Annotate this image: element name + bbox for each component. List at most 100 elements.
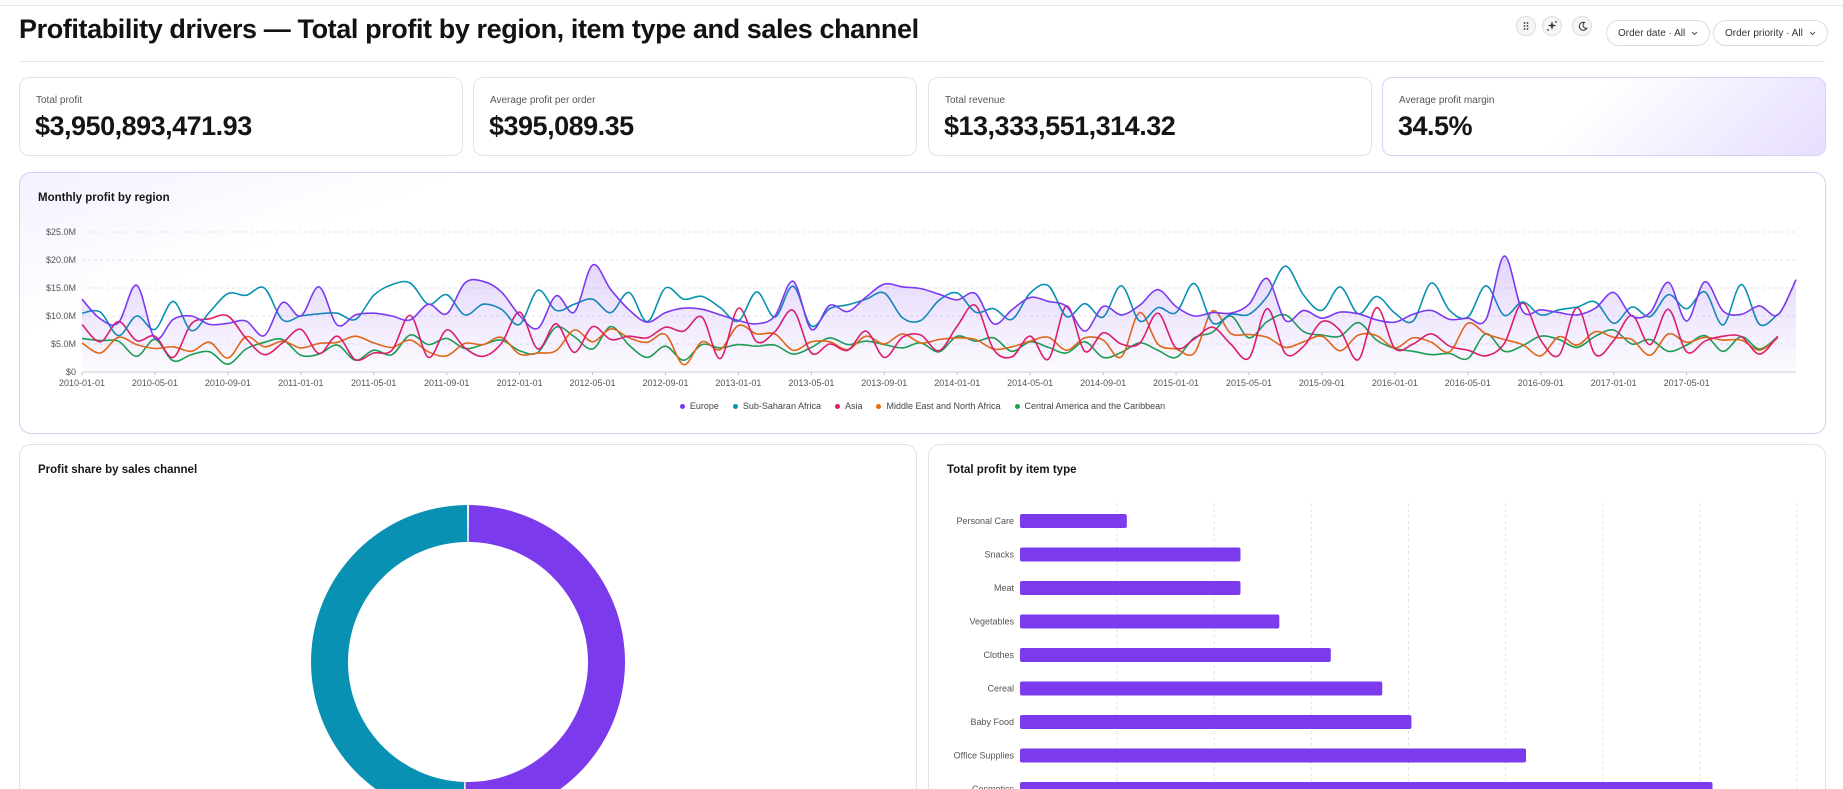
- donut-slice-2[interactable]: [311, 505, 468, 789]
- area-europe: [82, 256, 1796, 372]
- top-divider: [0, 5, 1843, 6]
- x-tick-label: 2013-05-01: [788, 378, 834, 388]
- line-chart-legend: Europe Sub-Saharan Africa Asia Middle Ea…: [20, 401, 1825, 411]
- x-tick-label: 2017-01-01: [1591, 378, 1637, 388]
- kpi-label: Average profit margin: [1399, 95, 1495, 106]
- legend-label: Middle East and North Africa: [886, 401, 1001, 411]
- x-tick-label: 2010-09-01: [205, 378, 251, 388]
- donut-slice-1[interactable]: [465, 505, 626, 789]
- x-tick-label: 2013-01-01: [715, 378, 761, 388]
- bar-baby-food[interactable]: [1020, 715, 1412, 729]
- x-tick-label: 2017-05-01: [1664, 378, 1710, 388]
- kpi-value: $13,333,551,314.32: [944, 111, 1176, 141]
- sparkles-icon[interactable]: [1542, 16, 1562, 36]
- x-tick-label: 2014-05-01: [1007, 378, 1053, 388]
- bar-vegetables[interactable]: [1020, 614, 1280, 629]
- kpi-value: 34.5%: [1398, 111, 1473, 141]
- series-line-europe[interactable]: [81, 255, 1797, 341]
- x-tick-label: 2012-05-01: [570, 378, 616, 388]
- donut-chart: [311, 505, 626, 789]
- line-chart-title: Monthly profit by region: [38, 192, 170, 204]
- x-tick-label: 2015-05-01: [1226, 378, 1272, 388]
- bar-category-label: Snacks: [984, 550, 1014, 560]
- bar-clothes[interactable]: [1020, 648, 1331, 662]
- y-tick-label: $10.0M: [46, 311, 76, 321]
- legend-dot: [732, 403, 738, 409]
- y-tick-label: $15.0M: [46, 283, 76, 293]
- y-tick-label: $0: [66, 367, 76, 377]
- x-tick-label: 2015-09-01: [1299, 378, 1345, 388]
- legend-dot: [834, 403, 840, 409]
- bar-cereal[interactable]: [1020, 681, 1383, 696]
- legend-item-middle-east-and-north-africa[interactable]: Middle East and North Africa: [876, 401, 1001, 411]
- x-tick-label: 2011-01-01: [278, 378, 323, 388]
- kpi-label: Total profit: [36, 95, 83, 106]
- x-tick-label: 2016-01-01: [1372, 378, 1418, 388]
- x-tick-label: 2012-01-01: [497, 378, 543, 388]
- x-tick-label: 2010-01-01: [59, 378, 105, 388]
- bar-category-label: Meat: [994, 583, 1015, 593]
- bar-category-label: Cereal: [987, 684, 1014, 694]
- bar-office-supplies[interactable]: [1020, 748, 1527, 763]
- legend-label: Europe: [689, 401, 719, 411]
- legend-item-sub-saharan-africa[interactable]: Sub-Saharan Africa: [732, 401, 821, 411]
- bar-category-label: Cosmetics: [972, 784, 1015, 789]
- order-priority-filter-label: Order priority · All: [1725, 27, 1803, 39]
- y-tick-label: $25.0M: [46, 227, 76, 237]
- bar-category-label: Personal Care: [956, 516, 1014, 526]
- legend-dot: [679, 403, 685, 409]
- kpi-value: $3,950,893,471.93: [35, 111, 252, 141]
- legend-item-europe[interactable]: Europe: [679, 401, 719, 411]
- order-priority-filter[interactable]: Order priority · All: [1713, 20, 1828, 46]
- kpi-card-total-profit: Total profit $3,950,893,471.93: [19, 77, 463, 156]
- legend-label: Sub-Saharan Africa: [742, 401, 821, 411]
- order-date-filter-label: Order date · All: [1618, 27, 1686, 39]
- x-tick-label: 2014-09-01: [1080, 378, 1126, 388]
- kpi-value: $395,089.35: [489, 111, 634, 141]
- x-tick-label: 2011-09-01: [424, 378, 469, 388]
- legend-item-asia[interactable]: Asia: [834, 401, 863, 411]
- y-tick-label: $5.0M: [51, 339, 76, 349]
- bar-chart: Personal Care Snacks Meat Vegetables Clothes…: [954, 503, 1798, 789]
- header-divider: [19, 61, 1825, 62]
- x-tick-label: 2016-09-01: [1518, 378, 1564, 388]
- order-date-filter[interactable]: Order date · All: [1606, 20, 1711, 46]
- bar-snacks[interactable]: [1020, 547, 1241, 562]
- x-tick-label: 2015-01-01: [1153, 378, 1199, 388]
- x-tick-label: 2012-09-01: [642, 378, 688, 388]
- page-title: Profitability drivers — Total profit by …: [19, 14, 919, 44]
- chevron-down-icon: [1691, 28, 1698, 39]
- drag-handle-icon[interactable]: [1516, 16, 1536, 36]
- donut-chart-card: Profit share by sales channel: [19, 444, 917, 789]
- line-chart: $25.0M $20.0M $15.0M $10.0M $5.0M $02010-01-0…: [46, 227, 1797, 388]
- kpi-card-average-profit-margin: Average profit margin 34.5%: [1382, 77, 1826, 156]
- x-tick-label: 2014-01-01: [934, 378, 980, 388]
- bar-personal-care[interactable]: [1020, 514, 1127, 528]
- legend-dot: [876, 403, 882, 409]
- x-tick-label: 2011-05-01: [351, 378, 396, 388]
- line-chart-card: Monthly profit by region $25.0M $20.0M $15…: [19, 172, 1826, 434]
- legend-item-central-america-and-the-caribbean[interactable]: Central America and the Caribbean: [1014, 401, 1166, 411]
- bar-meat[interactable]: [1020, 581, 1241, 595]
- x-tick-label: 2010-05-01: [132, 378, 178, 388]
- kpi-card-total-revenue: Total revenue $13,333,551,314.32: [928, 77, 1372, 156]
- bar-chart-title: Total profit by item type: [947, 464, 1077, 476]
- x-tick-label: 2013-09-01: [861, 378, 907, 388]
- moon-icon[interactable]: [1572, 16, 1592, 36]
- kpi-card-average-profit-per-order: Average profit per order $395,089.35: [473, 77, 917, 156]
- legend-label: Central America and the Caribbean: [1024, 401, 1166, 411]
- bar-category-label: Clothes: [983, 650, 1014, 660]
- donut-chart-title: Profit share by sales channel: [38, 464, 198, 476]
- y-tick-label: $20.0M: [46, 255, 76, 265]
- kpi-label: Average profit per order: [490, 95, 596, 106]
- bar-category-label: Office Supplies: [954, 751, 1015, 761]
- chevron-down-icon: [1809, 28, 1816, 39]
- bar-chart-card: Total profit by item type Personal Care S…: [928, 444, 1826, 789]
- legend-dot: [1014, 403, 1020, 409]
- bar-category-label: Vegetables: [969, 617, 1014, 627]
- x-tick-label: 2016-05-01: [1445, 378, 1491, 388]
- legend-label: Asia: [844, 401, 863, 411]
- bar-category-label: Baby Food: [970, 717, 1014, 727]
- bar-cosmetics[interactable]: [1020, 782, 1713, 789]
- kpi-label: Total revenue: [945, 95, 1006, 106]
